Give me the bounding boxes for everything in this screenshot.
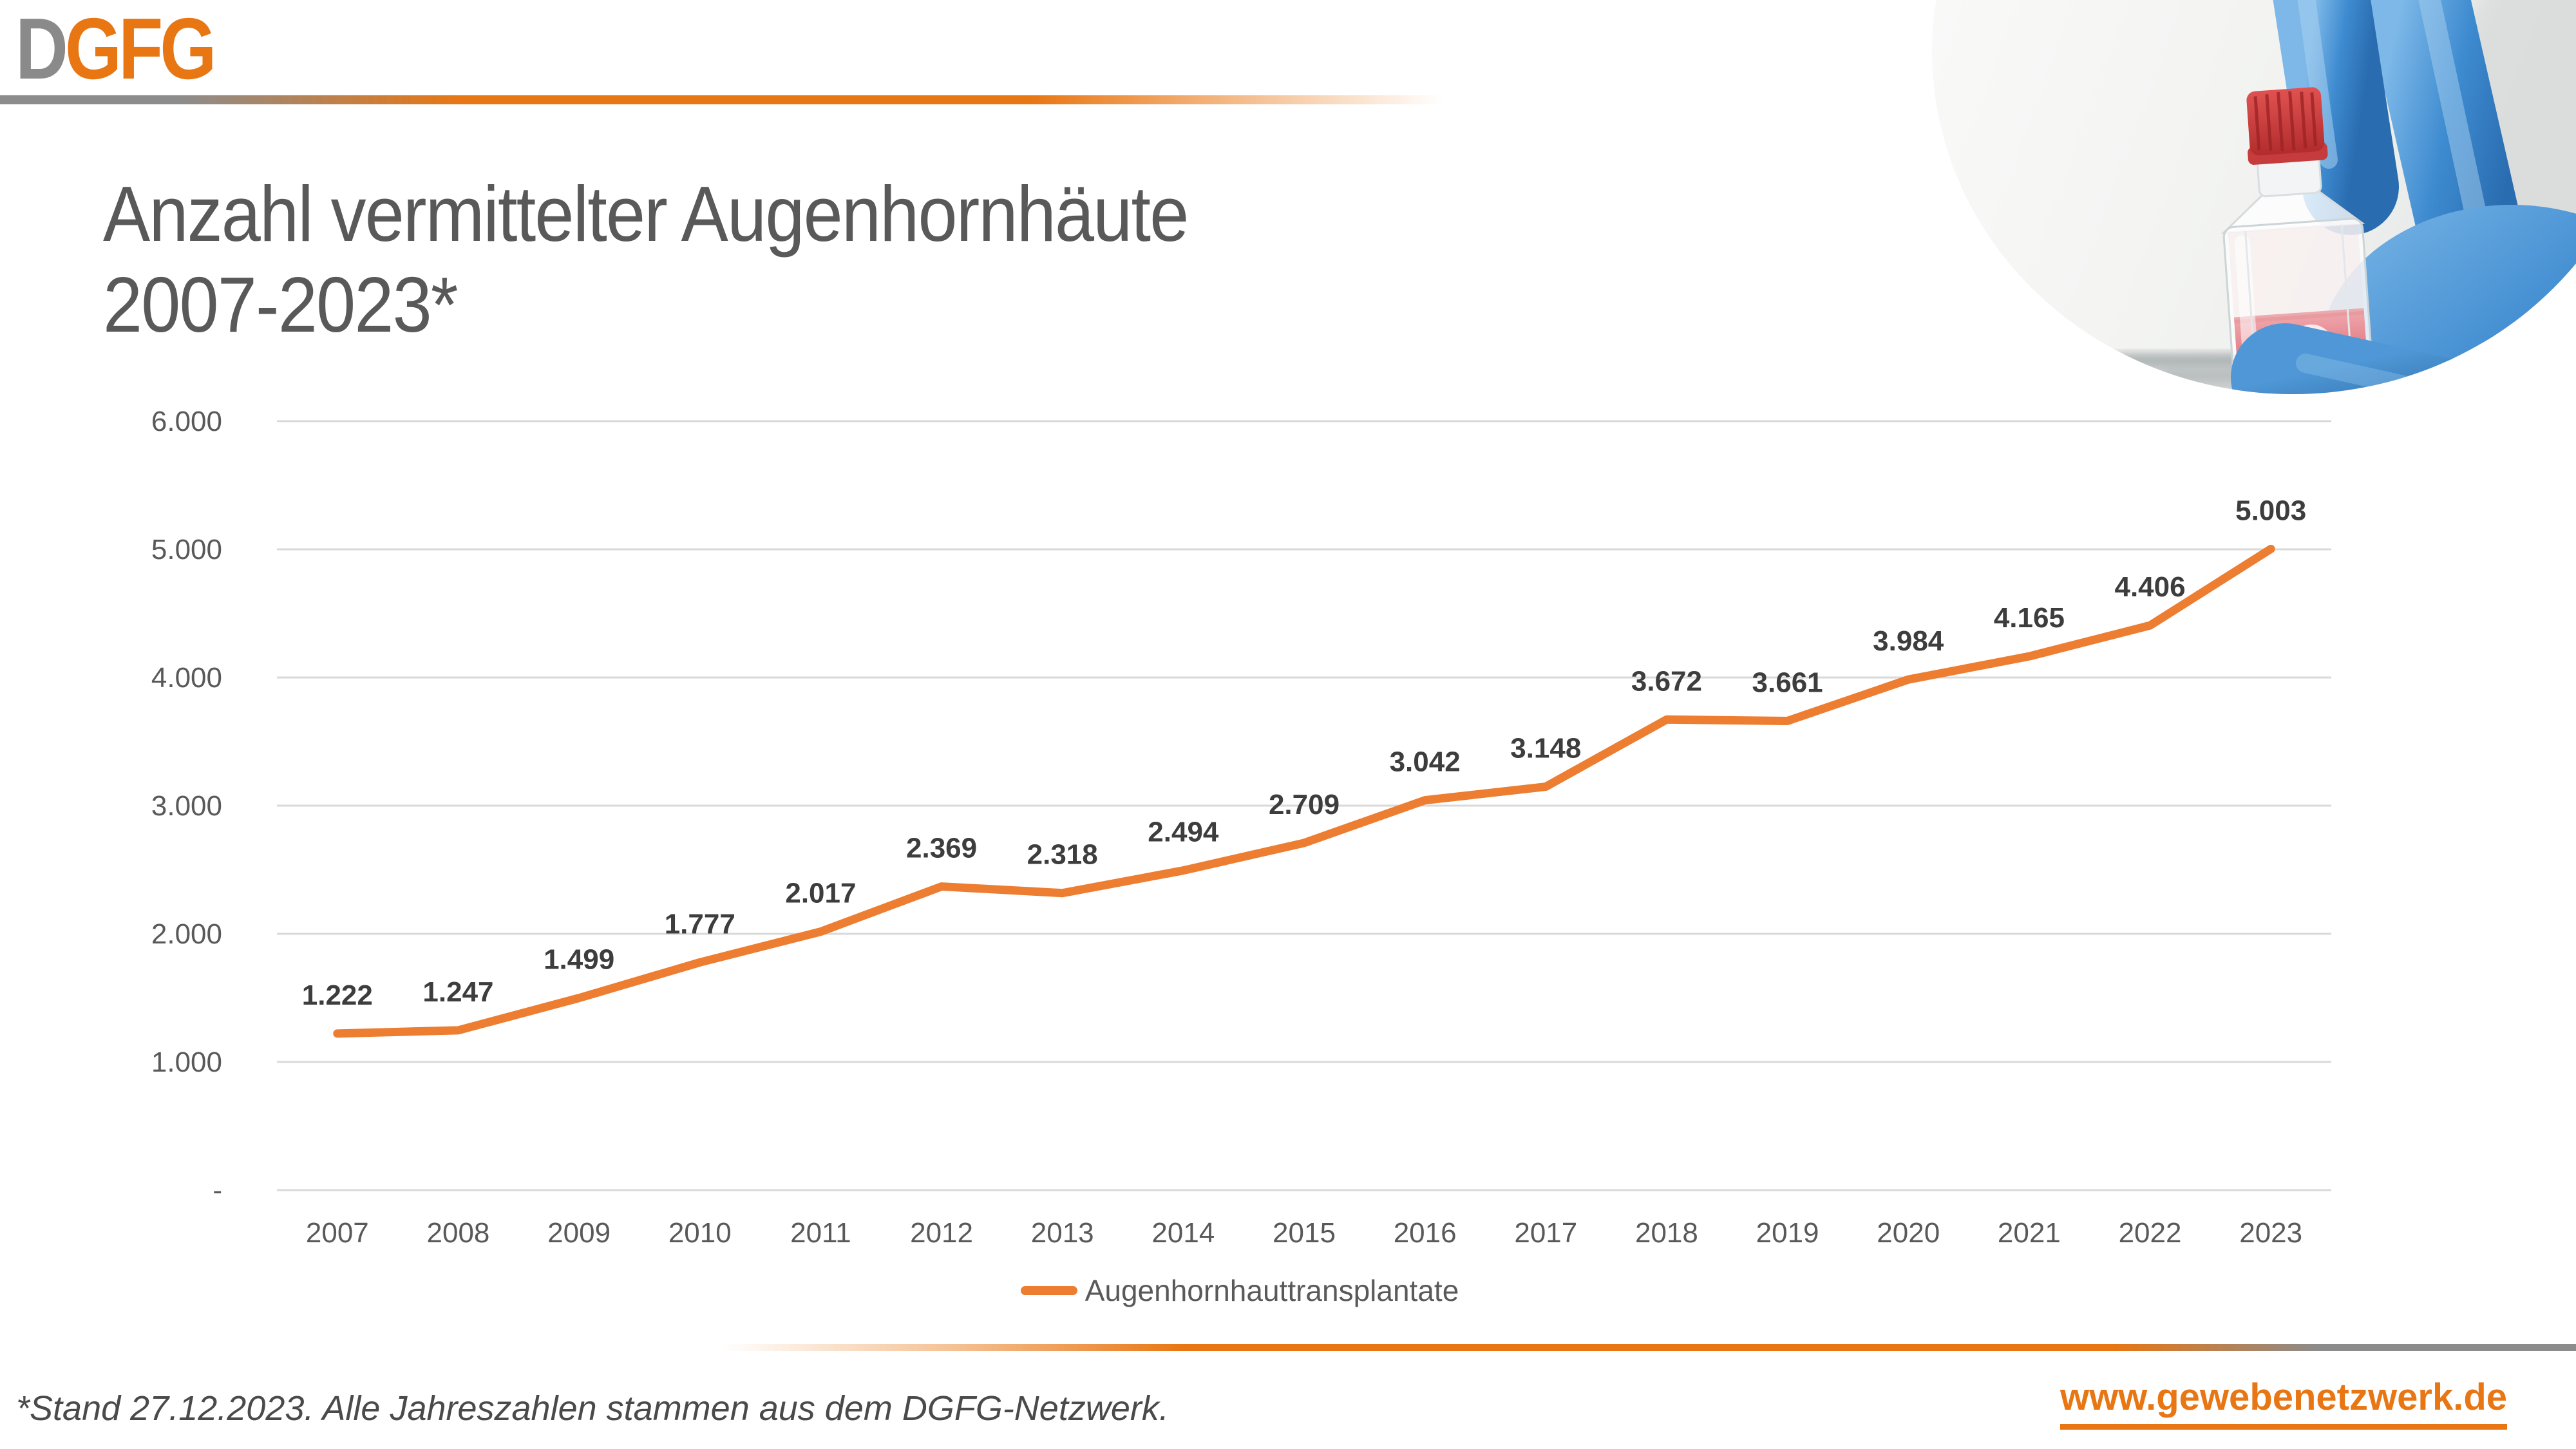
data-point-label: 2.494 bbox=[1148, 817, 1219, 848]
y-axis-tick-label: 3.000 bbox=[151, 790, 222, 822]
x-axis-year-label: 2009 bbox=[547, 1217, 611, 1249]
footnote: *Stand 27.12.2023. Alle Jahreszahlen sta… bbox=[16, 1389, 1169, 1428]
x-axis-year-label: 2014 bbox=[1151, 1217, 1215, 1249]
website-link[interactable]: www.gewebenetzwerk.de bbox=[2060, 1376, 2507, 1430]
x-axis-year-label: 2016 bbox=[1394, 1217, 1457, 1249]
chart-legend: Augenhornhauttransplantate bbox=[129, 1270, 2351, 1311]
data-point-label: 1.777 bbox=[665, 908, 735, 940]
y-axis-tick-label: 2.000 bbox=[151, 918, 222, 950]
liquid-surface bbox=[2233, 308, 2365, 324]
series-line bbox=[333, 544, 2275, 1038]
x-axis-year-label: 2019 bbox=[1756, 1217, 1819, 1249]
legend-label: Augenhornhauttransplantate bbox=[1084, 1274, 1459, 1307]
cap-ridges bbox=[2253, 91, 2318, 152]
dgfg-logo: DGFG bbox=[15, 5, 216, 92]
top-divider-line bbox=[0, 95, 2576, 104]
x-axis-year-label: 2015 bbox=[1273, 1217, 1336, 1249]
y-axis-tick-label: 1.000 bbox=[151, 1046, 222, 1078]
data-point-label: 4.165 bbox=[1994, 602, 2065, 634]
data-point-label: 4.406 bbox=[2114, 571, 2185, 603]
logo-letter-d: D bbox=[15, 0, 68, 97]
data-point-label: 3.148 bbox=[1510, 733, 1581, 764]
data-point-label: 3.672 bbox=[1631, 665, 1702, 697]
x-axis-year-label: 2010 bbox=[668, 1217, 732, 1249]
data-point-label: 2.369 bbox=[906, 833, 977, 864]
x-axis-year-label: 2020 bbox=[1877, 1217, 1940, 1249]
x-axis-year-label: 2008 bbox=[427, 1217, 490, 1249]
data-point-label: 3.042 bbox=[1390, 746, 1461, 778]
legend-line-marker bbox=[1020, 1286, 1077, 1295]
data-point-label: 1.499 bbox=[544, 944, 614, 976]
x-axis-year-label: 2007 bbox=[306, 1217, 369, 1249]
data-point-label: 2.709 bbox=[1269, 789, 1340, 820]
data-point-label: 3.984 bbox=[1873, 625, 1944, 657]
x-axis-year-label: 2023 bbox=[2239, 1217, 2302, 1249]
x-axis-year-label: 2017 bbox=[1514, 1217, 1577, 1249]
data-point-label: 1.247 bbox=[422, 976, 493, 1008]
y-axis-tick-label: 6.000 bbox=[151, 406, 222, 437]
data-point-label: 2.318 bbox=[1027, 839, 1098, 871]
x-axis-year-label: 2012 bbox=[910, 1217, 973, 1249]
y-axis-tick-label: - bbox=[213, 1175, 222, 1206]
data-point-label: 2.017 bbox=[785, 878, 856, 909]
data-point-label: 1.222 bbox=[302, 980, 373, 1011]
x-axis-year-label: 2018 bbox=[1635, 1217, 1698, 1249]
x-axis-year-label: 2011 bbox=[790, 1217, 851, 1249]
title-line-2: 2007-2023* bbox=[103, 261, 459, 348]
y-axis-tick-label: 5.000 bbox=[151, 534, 222, 565]
title-line-1: Anzahl vermittelter Augenhornhäute bbox=[103, 170, 1189, 258]
x-axis-year-label: 2022 bbox=[2119, 1217, 2182, 1249]
bottom-divider-line bbox=[0, 1344, 2576, 1351]
logo-letters-gfg: GFG bbox=[64, 0, 217, 97]
flask-upper-tint bbox=[2228, 223, 2364, 320]
data-point-label: 3.661 bbox=[1752, 667, 1823, 698]
data-point-label: 5.003 bbox=[2235, 495, 2306, 526]
page-title: Anzahl vermittelter Augenhornhäute 2007-… bbox=[103, 169, 1189, 350]
x-axis-year-label: 2013 bbox=[1031, 1217, 1094, 1249]
y-axis-tick-label: 4.000 bbox=[151, 662, 222, 694]
x-axis-year-label: 2021 bbox=[1998, 1217, 2061, 1249]
